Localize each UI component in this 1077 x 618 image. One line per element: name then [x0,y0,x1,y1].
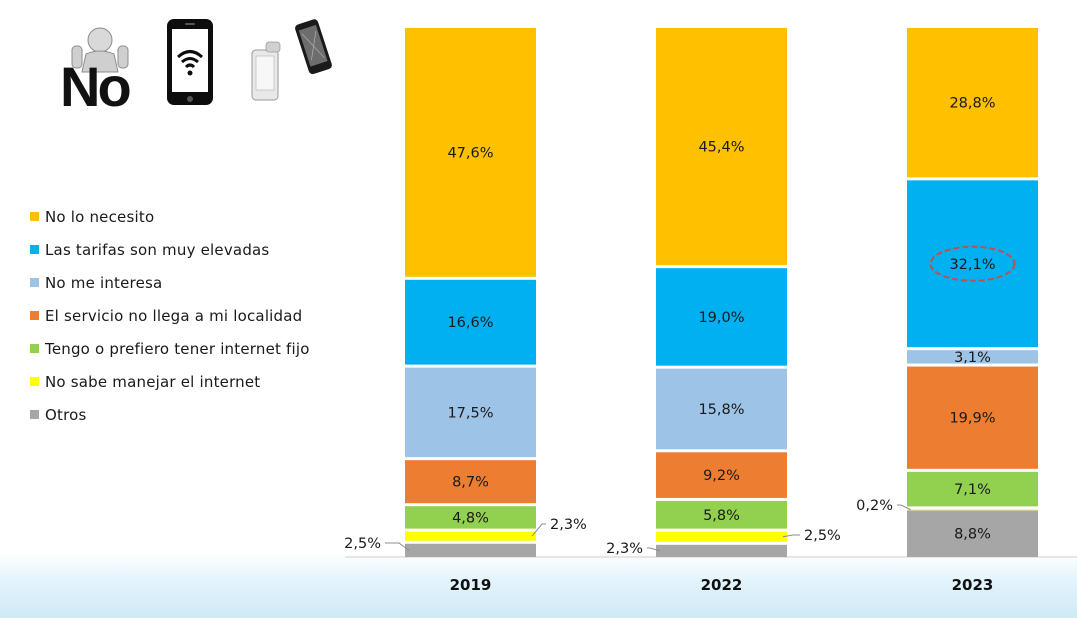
bar-label-2019-las-tarifas-son-muy-elevadas: 16,6% [447,315,493,331]
no-text: No [60,55,130,118]
bar-label-2019-tengo-o-prefiero-tener-internet-fijo: 4,8% [452,510,489,526]
phone-hand-icon [251,19,332,101]
bar-label-2019-no-lo-necesito: 47,6% [447,145,493,161]
bar-label-2022-las-tarifas-son-muy-elevadas: 19,0% [698,310,744,326]
bar-segment-2022-el-servicio-no-llega-a-mi-localidad [656,452,787,498]
legend-item-no-me-interesa: No me interesa [30,266,310,299]
bar-label-2022-no-me-interesa: 15,8% [698,402,744,418]
legend-item-otros: Otros [30,398,310,431]
callout-line-2023-no-sabe-manejar-el-internet [897,504,912,511]
bar-segment-2019-el-servicio-no-llega-a-mi-localidad [405,460,536,504]
bar-segment-2023-otros [907,510,1038,557]
bottom-band [0,552,1077,618]
bar-label-2019-no-sabe-manejar-el-internet: 2,3% [550,517,587,533]
legend-swatch [30,410,39,419]
bar-segment-2019-no-sabe-manejar-el-internet [405,531,536,541]
bar-segment-2022-no-lo-necesito [656,28,787,266]
legend: No lo necesito Las tarifas son muy elevad… [30,200,310,431]
bar-label-2022-no-lo-necesito: 45,4% [698,140,744,156]
bar-segment-2023-no-me-interesa [907,350,1038,364]
legend-label: No sabe manejar el internet [45,372,261,391]
x-tick-label-2019: 2019 [450,576,492,594]
legend-swatch [30,344,39,353]
bar-label-2023-tengo-o-prefiero-tener-internet-fijo: 7,1% [954,482,991,498]
callout-line-2019-no-sabe-manejar-el-internet [531,523,546,537]
legend-label: Otros [45,405,87,424]
legend-item-no-lo-necesito: No lo necesito [30,200,310,233]
bar-2023: 28,8% 32,1% 3,1% 19,9% 7,1% 0,2% 8,8% [856,28,1038,557]
bar-segment-2019-no-me-interesa [405,367,536,458]
legend-label: El servicio no llega a mi localidad [45,306,303,325]
bar-2019: 47,6% 16,6% 17,5% 8,7% 4,8% 2,3% 2,5% [344,28,587,557]
bar-segment-2019-tengo-o-prefiero-tener-internet-fijo [405,506,536,529]
legend-swatch [30,278,39,287]
legend-item-el-servicio-no-llega-a-mi-localidad: El servicio no llega a mi localidad [30,299,310,332]
bar-label-2022-el-servicio-no-llega-a-mi-localidad: 9,2% [703,468,740,484]
bar-segment-2023-el-servicio-no-llega-a-mi-localidad [907,366,1038,469]
bar-segment-2022-no-me-interesa [656,368,787,450]
bar-label-2019-no-me-interesa: 17,5% [447,405,493,421]
bar-label-2023-el-servicio-no-llega-a-mi-localidad: 19,9% [949,411,995,427]
legend-label: No lo necesito [45,207,155,226]
callout-line-2022-no-sabe-manejar-el-internet [782,534,800,538]
bar-label-2022-tengo-o-prefiero-tener-internet-fijo: 5,8% [703,508,740,524]
legend-label: Las tarifas son muy elevadas [45,240,270,259]
legend-label: Tengo o prefiero tener internet fijo [45,339,310,358]
bar-segment-2023-las-tarifas-son-muy-elevadas [907,180,1038,348]
x-tick-label-2022: 2022 [701,576,743,594]
bar-label-2023-no-lo-necesito: 28,8% [949,96,995,112]
legend-label: No me interesa [45,273,163,292]
bar-label-2023-las-tarifas-son-muy-elevadas: 32,1% [949,257,995,273]
bar-segment-2023-tengo-o-prefiero-tener-internet-fijo [907,471,1038,507]
bar-label-2019-otros: 2,5% [344,536,381,552]
legend-swatch [30,311,39,320]
legend-swatch [30,245,39,254]
bar-2022: 45,4% 19,0% 15,8% 9,2% 5,8% 2,5% 2,3% [606,28,841,557]
bar-segment-2023-no-sabe-manejar-el-internet [907,509,1038,511]
highlight-ellipse [929,245,1016,282]
bar-segment-2019-otros [405,543,536,557]
bar-segment-2022-no-sabe-manejar-el-internet [656,531,787,542]
legend-item-las-tarifas-son-muy-elevadas: Las tarifas son muy elevadas [30,233,310,266]
bar-label-2023-no-me-interesa: 3,1% [954,350,991,366]
bar-segment-2022-las-tarifas-son-muy-elevadas [656,268,787,366]
bar-segment-2022-otros [656,544,787,557]
bar-segment-2022-tengo-o-prefiero-tener-internet-fijo [656,500,787,529]
bar-label-2022-otros: 2,3% [606,541,643,557]
legend-swatch [30,377,39,386]
bar-segment-2023-no-lo-necesito [907,28,1038,178]
icons-group: No [60,19,332,118]
smartphone-wifi-icon [167,19,213,105]
bar-label-2023-no-sabe-manejar-el-internet: 0,2% [856,498,893,514]
callout-line-2022-otros [647,547,661,552]
bar-label-2022-no-sabe-manejar-el-internet: 2,5% [804,528,841,544]
no-person-icon: No [60,27,133,118]
bar-segment-2019-las-tarifas-son-muy-elevadas [405,279,536,365]
legend-swatch [30,212,39,221]
callout-line-2019-otros [385,542,410,551]
bar-label-2023-otros: 8,8% [954,527,991,543]
bar-label-2019-el-servicio-no-llega-a-mi-localidad: 8,7% [452,475,489,491]
legend-item-no-sabe-manejar-el-internet: No sabe manejar el internet [30,365,310,398]
legend-item-tengo-o-prefiero-tener-internet-fijo: Tengo o prefiero tener internet fijo [30,332,310,365]
bar-segment-2019-no-lo-necesito [405,28,536,277]
x-tick-label-2023: 2023 [952,576,994,594]
